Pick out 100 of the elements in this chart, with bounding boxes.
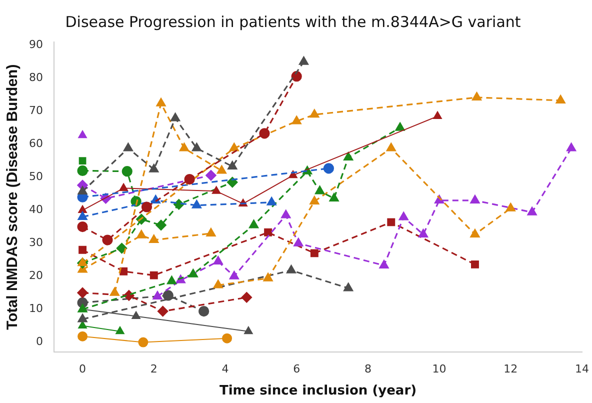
point xyxy=(213,256,223,264)
point xyxy=(78,246,87,254)
point xyxy=(470,195,480,204)
point xyxy=(78,130,87,138)
point xyxy=(78,205,87,214)
point xyxy=(310,196,320,204)
point xyxy=(138,337,148,348)
point xyxy=(249,220,258,228)
point xyxy=(158,306,168,317)
point xyxy=(77,165,88,176)
point xyxy=(418,229,428,238)
point xyxy=(206,228,216,236)
point xyxy=(310,249,318,258)
point xyxy=(264,228,272,236)
point xyxy=(162,290,174,301)
point xyxy=(78,314,88,322)
point xyxy=(241,292,252,303)
x-tick-label: 0 xyxy=(79,362,86,376)
point xyxy=(556,95,566,104)
point xyxy=(116,242,128,254)
point xyxy=(192,200,202,208)
point xyxy=(386,142,396,152)
x-tick-label: 4 xyxy=(222,362,229,376)
point xyxy=(136,230,146,238)
y-tick-label: 30 xyxy=(28,236,43,250)
point xyxy=(78,186,88,195)
point xyxy=(156,220,166,230)
point xyxy=(263,272,273,282)
x-tick-label: 6 xyxy=(293,362,300,376)
point xyxy=(344,152,354,161)
point xyxy=(395,122,405,131)
point xyxy=(286,265,296,274)
point xyxy=(315,186,324,194)
point xyxy=(229,142,239,152)
y-tick-label: 60 xyxy=(28,137,43,150)
point xyxy=(292,116,302,124)
point xyxy=(294,238,304,246)
point xyxy=(78,157,86,164)
point xyxy=(149,234,159,244)
x-tick-label: 14 xyxy=(575,362,589,376)
point xyxy=(213,280,223,288)
point xyxy=(398,212,408,220)
point xyxy=(433,111,442,119)
point xyxy=(198,306,210,317)
point xyxy=(167,276,176,284)
point xyxy=(149,164,159,172)
point xyxy=(152,291,162,300)
point xyxy=(77,288,88,298)
point xyxy=(77,222,88,232)
y-tick-label: 50 xyxy=(28,170,43,184)
point xyxy=(299,56,308,65)
point xyxy=(472,92,482,100)
point xyxy=(141,202,152,212)
point xyxy=(180,142,189,152)
point xyxy=(184,174,195,185)
point xyxy=(266,197,276,206)
point xyxy=(150,271,158,280)
point xyxy=(259,128,270,139)
point xyxy=(387,218,396,226)
point xyxy=(216,165,226,174)
point xyxy=(566,142,576,152)
point xyxy=(192,142,202,152)
point xyxy=(156,98,166,106)
point xyxy=(78,331,88,342)
point xyxy=(329,193,339,202)
chart-title: Disease Progression in patients with the m.8344A>G variant xyxy=(65,12,521,31)
point xyxy=(124,142,133,152)
x-tick-label: 12 xyxy=(504,362,518,376)
point xyxy=(323,163,334,174)
point xyxy=(188,269,198,278)
x-tick-label: 10 xyxy=(432,362,446,376)
point xyxy=(102,234,113,246)
point xyxy=(222,333,232,344)
point xyxy=(227,176,238,188)
y-tick-label: 40 xyxy=(28,203,43,216)
point xyxy=(379,260,389,268)
point xyxy=(506,203,516,212)
x-tick-label: 2 xyxy=(150,362,158,376)
y-tick-label: 70 xyxy=(28,104,43,118)
point xyxy=(470,260,479,268)
point xyxy=(291,71,302,82)
point xyxy=(228,161,238,170)
y-tick-label: 10 xyxy=(28,302,43,316)
point xyxy=(470,229,480,238)
point xyxy=(527,206,537,216)
point xyxy=(174,199,184,210)
y-tick-label: 80 xyxy=(28,71,43,84)
y-tick-label: 0 xyxy=(36,335,43,348)
point xyxy=(212,186,221,194)
x-tick-label: 8 xyxy=(364,362,372,376)
x-axis-title: Time since inclusion (year) xyxy=(219,384,417,399)
point xyxy=(344,282,354,292)
y-axis-title: Total NMDAS score (Disease Burden) xyxy=(4,64,22,330)
y-tick-label: 20 xyxy=(28,269,43,282)
point xyxy=(281,210,291,218)
point xyxy=(78,212,88,220)
point xyxy=(119,183,128,191)
point xyxy=(120,267,128,276)
point xyxy=(170,112,180,122)
y-tick-label: 90 xyxy=(28,38,43,52)
